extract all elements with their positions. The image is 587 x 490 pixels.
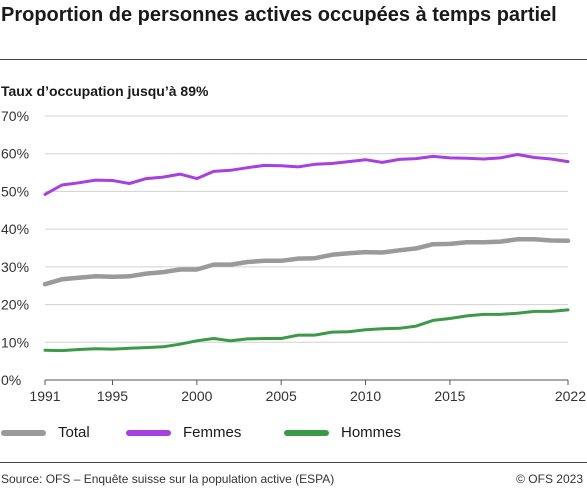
- y-tick-label-30: 30%: [1, 259, 29, 275]
- legend-label-femmes: Femmes: [183, 424, 242, 441]
- y-tick-label-60: 60%: [1, 146, 29, 162]
- series-line-femmes: [43, 153, 570, 196]
- x-tick-label-2022: 2022: [555, 388, 586, 404]
- footer-divider: [0, 462, 587, 463]
- y-tick-label-0: 0%: [1, 372, 21, 388]
- chart-subtitle: Taux d’occupation jusqu’à 89%: [1, 83, 209, 99]
- series-line-hommes: [43, 308, 570, 353]
- series-line-total: [42, 237, 571, 287]
- copyright-note: © OFS 2023: [516, 472, 583, 486]
- x-tick-label-2015: 2015: [434, 388, 465, 404]
- y-tick-label-10: 10%: [1, 334, 29, 350]
- legend-item-hommes: Hommes: [284, 424, 401, 441]
- x-tick-label-2010: 2010: [350, 388, 381, 404]
- legend-swatch-femmes: [126, 429, 171, 436]
- y-tick-label-40: 40%: [1, 221, 29, 237]
- legend-swatch-hommes: [284, 429, 329, 436]
- legend-item-total: Total: [1, 424, 90, 441]
- legend-item-femmes: Femmes: [126, 424, 241, 441]
- legend-label-total: Total: [58, 424, 90, 441]
- y-tick-label-50: 50%: [1, 183, 29, 199]
- legend-swatch-total: [1, 429, 46, 436]
- x-tick-label-1995: 1995: [97, 388, 128, 404]
- legend: Total Femmes Hommes: [0, 424, 587, 444]
- x-tick-label-1991: 1991: [29, 388, 60, 404]
- x-tick-label-2000: 2000: [181, 388, 212, 404]
- x-tick-label-2005: 2005: [266, 388, 297, 404]
- title-divider: [0, 59, 587, 60]
- line-chart: 0% 10% 20% 30% 40% 50% 60% 70% 1991 1995 2000 2005 2…: [1, 108, 586, 404]
- y-tick-label-20: 20%: [1, 297, 29, 313]
- source-note: Source: OFS – Enquête suisse sur la popu…: [1, 472, 335, 486]
- y-tick-label-70: 70%: [1, 108, 29, 124]
- chart-title: Proportion de personnes actives occupées…: [1, 4, 557, 26]
- legend-label-hommes: Hommes: [341, 424, 402, 441]
